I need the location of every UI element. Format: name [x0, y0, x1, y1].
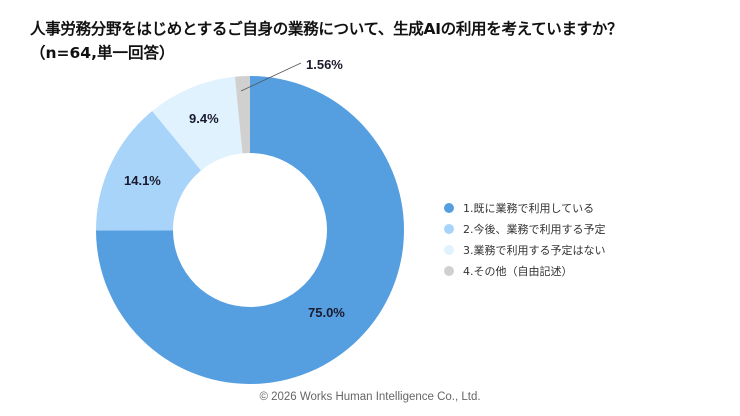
donut-slice-planned	[96, 111, 202, 231]
legend-dot-icon	[444, 265, 454, 276]
legend-item-using: 1.既に業務で利用している	[444, 197, 606, 218]
legend-dot-icon	[444, 202, 454, 213]
legend-item-no-plan: 3.業務で利用する予定はない	[444, 239, 606, 260]
slice-label-planned: 14.1%	[124, 173, 161, 188]
legend-dot-icon	[444, 244, 454, 255]
legend-label: 3.業務で利用する予定はない	[463, 243, 606, 257]
donut-slice-using	[96, 76, 405, 384]
donut-slices	[96, 76, 405, 384]
legend-item-other: 4.その他（自由記述）	[444, 260, 606, 281]
copyright-footer: © 2026 Works Human Intelligence Co., Ltd…	[259, 391, 481, 403]
legend-label: 1.既に業務で利用している	[463, 201, 595, 215]
leader-line	[240, 62, 302, 92]
donut-slice-no-plan	[152, 76, 243, 171]
legend-label: 4.その他（自由記述）	[463, 264, 573, 278]
donut-slice-other	[234, 76, 250, 154]
chart-title: 人事労務分野をはじめとするご自身の業務について、生成AIの利用を考えていますか？	[30, 20, 623, 38]
slice-label-other: 1.56%	[306, 57, 343, 72]
slice-label-using: 75.0%	[308, 305, 345, 320]
slice-label-no-plan: 9.4%	[189, 111, 219, 126]
legend-label: 2.今後、業務で利用する予定	[463, 222, 606, 236]
legend-dot-icon	[444, 223, 454, 234]
chart-subtitle: （n=64,単一回答）	[30, 44, 175, 62]
chart-legend: 1.既に業務で利用している 2.今後、業務で利用する予定 3.業務で利用する予定…	[444, 197, 606, 281]
legend-item-planned: 2.今後、業務で利用する予定	[444, 218, 606, 239]
